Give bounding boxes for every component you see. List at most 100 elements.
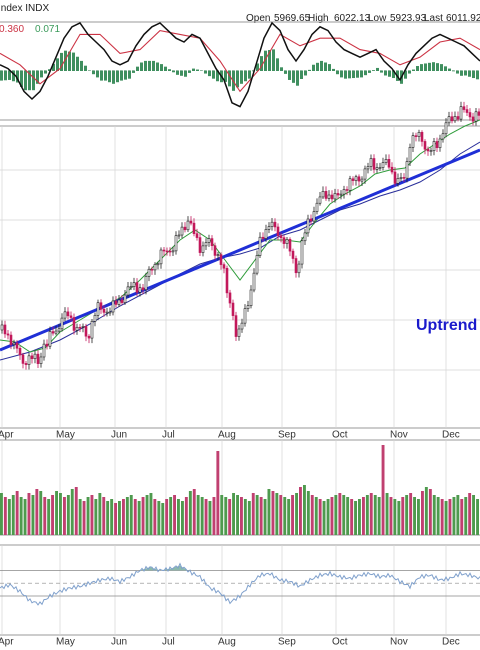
- volume-bar: [86, 497, 90, 535]
- macd-histogram-bar: [148, 60, 151, 71]
- macd-histogram-bar: [104, 70, 107, 81]
- volume-bar: [440, 499, 444, 535]
- volume-bar: [432, 495, 436, 535]
- low-label: Low: [368, 13, 387, 24]
- macd-histogram-bar: [444, 66, 447, 71]
- macd-histogram-bar: [12, 70, 15, 82]
- open-value: 5969.65: [274, 13, 311, 24]
- macd-histogram-bar: [460, 70, 463, 76]
- candle-body: [276, 226, 280, 236]
- candle-body: [213, 245, 217, 256]
- candle-body: [447, 116, 451, 124]
- candle-body: [234, 315, 238, 337]
- volume-bar: [291, 495, 294, 535]
- volume-bar: [200, 497, 204, 535]
- volume-bar: [90, 495, 94, 535]
- macd-histogram-bar: [244, 70, 247, 82]
- candle-body: [456, 116, 460, 120]
- candle-body: [393, 171, 397, 184]
- macd-value-1: 0.360: [0, 24, 24, 35]
- candle-body: [357, 176, 361, 182]
- candle-body: [222, 264, 226, 269]
- macd-histogram-bar: [152, 60, 155, 71]
- volume-bar: [413, 497, 416, 535]
- candle-body: [156, 263, 160, 266]
- candle-body: [126, 286, 130, 296]
- candle-body: [54, 330, 58, 334]
- macd-line: [0, 21, 480, 108]
- macd-histogram-bar: [216, 70, 219, 82]
- candle-body: [243, 308, 247, 324]
- candle-body: [33, 353, 37, 359]
- candle-body: [249, 289, 253, 307]
- macd-histogram-bar: [28, 70, 31, 91]
- volume-bar: [243, 499, 247, 535]
- macd-histogram-bar: [412, 69, 415, 71]
- month-label: Oct: [332, 636, 348, 647]
- candle-body: [216, 254, 220, 256]
- macd-histogram-bar: [424, 63, 427, 71]
- macd-histogram-bar: [116, 70, 119, 83]
- candle-body: [360, 178, 364, 182]
- candle-body: [270, 221, 274, 227]
- candle-body: [183, 226, 187, 231]
- candle-body: [345, 189, 349, 191]
- price-x-axis: Apr May Jun Jul Aug Sep Oct Nov Dec: [0, 429, 460, 440]
- candle-body: [171, 250, 175, 253]
- candle-body: [198, 237, 202, 253]
- candle-body: [330, 194, 334, 200]
- macd-panel: [0, 21, 480, 121]
- month-label: Nov: [390, 636, 408, 647]
- candle-body: [414, 135, 418, 137]
- macd-histogram-bar: [476, 70, 479, 80]
- volume-bar: [31, 495, 35, 535]
- candle-body: [87, 335, 91, 339]
- volume-bar: [464, 497, 468, 535]
- candle-body: [63, 311, 67, 319]
- volume-bar: [110, 499, 114, 535]
- macd-histogram-bar: [276, 58, 279, 71]
- macd-histogram-bar: [44, 70, 47, 74]
- macd-histogram-bar: [384, 70, 387, 76]
- candle-body: [291, 250, 295, 259]
- candle-body: [123, 294, 127, 303]
- macd-histogram-bar: [240, 70, 243, 84]
- candle-body: [252, 272, 256, 291]
- candle-body: [102, 308, 106, 313]
- volume-bar: [377, 497, 381, 535]
- volume-bar: [39, 491, 43, 535]
- candle-body: [177, 234, 181, 237]
- volume-bar: [232, 493, 235, 535]
- candle-body: [264, 229, 268, 239]
- volume-bar: [460, 499, 464, 535]
- volume-bar: [303, 485, 306, 535]
- volume-bar: [295, 493, 298, 535]
- volume-bar: [153, 499, 157, 535]
- volume-bar: [129, 495, 133, 535]
- month-label: Dec: [442, 429, 460, 440]
- last-value: 6011.92: [446, 13, 480, 24]
- candle-body: [468, 112, 472, 118]
- macd-histogram-bar: [228, 70, 231, 87]
- volume-bar: [118, 501, 121, 535]
- oscillator-panel: [0, 544, 480, 636]
- macd-histogram-bar: [392, 70, 395, 79]
- macd-histogram-bar: [264, 50, 267, 71]
- volume-bar: [165, 499, 169, 535]
- short-moving-average: [0, 119, 480, 353]
- candle-body: [303, 232, 307, 242]
- candle-body: [390, 166, 394, 173]
- volume-bar: [275, 493, 279, 535]
- candle-body: [372, 158, 376, 170]
- candle-body: [135, 282, 139, 293]
- volume-bar: [106, 501, 110, 535]
- macd-histogram-bar: [100, 70, 103, 81]
- volume-bar: [369, 493, 373, 535]
- month-label: Apr: [0, 636, 14, 647]
- volume-bar: [342, 495, 346, 535]
- volume-bar: [389, 497, 393, 535]
- volume-bar: [102, 497, 106, 535]
- volume-bar: [181, 501, 184, 535]
